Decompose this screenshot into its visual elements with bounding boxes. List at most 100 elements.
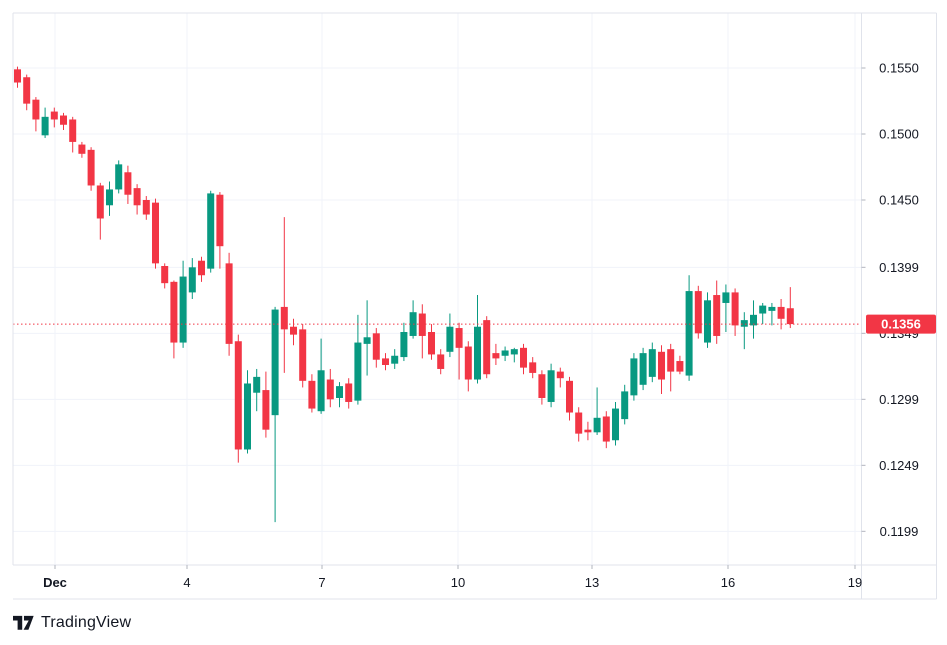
- candle-body: [676, 361, 684, 372]
- candle: [253, 368, 261, 412]
- candle: [308, 374, 316, 413]
- candle: [713, 280, 721, 344]
- candle-body: [345, 383, 353, 402]
- price-axis-label: 0.1550: [879, 61, 919, 76]
- candle-body: [722, 292, 730, 303]
- candle: [694, 285, 702, 339]
- candle: [731, 288, 739, 336]
- candle: [262, 371, 270, 438]
- candle: [115, 160, 123, 194]
- candle-body: [602, 416, 610, 442]
- candle: [32, 97, 40, 132]
- candle-body: [179, 276, 187, 343]
- candle: [96, 182, 104, 240]
- price-axis[interactable]: 0.15500.15000.14500.13990.13490.12990.12…: [861, 61, 919, 539]
- candle: [41, 107, 49, 138]
- candle: [382, 353, 389, 371]
- candle-body: [225, 263, 233, 344]
- candle: [50, 107, 58, 128]
- candle: [188, 258, 196, 299]
- candle: [547, 363, 555, 408]
- candle-body: [418, 313, 426, 336]
- candle: [492, 343, 500, 365]
- candle-body: [464, 346, 472, 380]
- candle: [198, 256, 205, 282]
- candle-body: [492, 353, 500, 359]
- candle: [354, 314, 362, 405]
- candle: [474, 295, 481, 384]
- candle: [106, 181, 113, 216]
- candle-body: [382, 358, 389, 365]
- candle-body: [142, 200, 150, 215]
- candle: [483, 316, 491, 379]
- candle-body: [50, 111, 58, 120]
- candle-body: [501, 350, 509, 356]
- candle-body: [704, 300, 711, 343]
- candle-body: [280, 306, 288, 330]
- candle-body: [161, 266, 169, 284]
- candle: [345, 378, 353, 409]
- candle-series: [14, 66, 794, 523]
- candle-body: [621, 391, 629, 420]
- candle-body: [685, 291, 693, 376]
- candle: [133, 184, 141, 215]
- candle: [179, 260, 187, 348]
- price-axis-label: 0.1500: [879, 127, 919, 142]
- candle: [630, 353, 638, 401]
- candle-body: [60, 115, 67, 125]
- candle-body: [658, 351, 665, 380]
- candle: [372, 328, 380, 368]
- candle: [759, 302, 767, 325]
- candle-body: [612, 408, 619, 441]
- tradingview-logo-icon: [13, 615, 34, 630]
- candle-body: [740, 320, 748, 327]
- candle: [786, 287, 794, 329]
- candle-body: [547, 370, 555, 402]
- candle: [704, 292, 711, 348]
- candle-body: [556, 371, 564, 379]
- candle-body: [510, 349, 518, 355]
- candle-body: [648, 349, 656, 377]
- candle-body: [106, 189, 113, 206]
- candle-body: [391, 355, 399, 364]
- candle-body: [14, 69, 21, 83]
- candle-body: [32, 99, 40, 120]
- candle: [363, 300, 371, 376]
- candle: [409, 300, 417, 339]
- candle-body: [271, 309, 279, 416]
- grid-lines: [13, 13, 862, 565]
- candle: [69, 116, 77, 153]
- current-price-badge-bg: [866, 314, 936, 334]
- candle: [87, 147, 95, 191]
- candle-body: [234, 341, 242, 450]
- tradingview-logo[interactable]: TradingView: [13, 612, 131, 634]
- candle: [621, 384, 629, 425]
- candle-body: [372, 333, 380, 360]
- candle-body: [538, 374, 546, 398]
- candle: [510, 347, 518, 363]
- candle-body: [750, 314, 757, 326]
- pane-borders: [12, 12, 937, 600]
- candle: [455, 322, 463, 380]
- candle-body: [115, 164, 123, 190]
- current-price-badge-text: 0.1356: [881, 317, 921, 332]
- candle: [290, 318, 297, 346]
- price-axis-label: 0.1299: [879, 392, 919, 407]
- candle-body: [198, 260, 205, 276]
- candle: [142, 196, 150, 220]
- candle: [658, 345, 665, 395]
- candle: [740, 312, 748, 350]
- price-axis-label: 0.1450: [879, 193, 919, 208]
- time-axis[interactable]: Dec 4 7 10 13 16 19: [43, 565, 862, 590]
- candle-body: [520, 347, 527, 368]
- candle-body: [428, 332, 435, 355]
- candle: [529, 357, 537, 379]
- candle-body: [133, 188, 141, 206]
- time-axis-label: 4: [183, 575, 190, 590]
- candle: [78, 141, 86, 158]
- candle: [152, 198, 159, 269]
- candle-body: [87, 149, 95, 186]
- candle: [648, 342, 656, 383]
